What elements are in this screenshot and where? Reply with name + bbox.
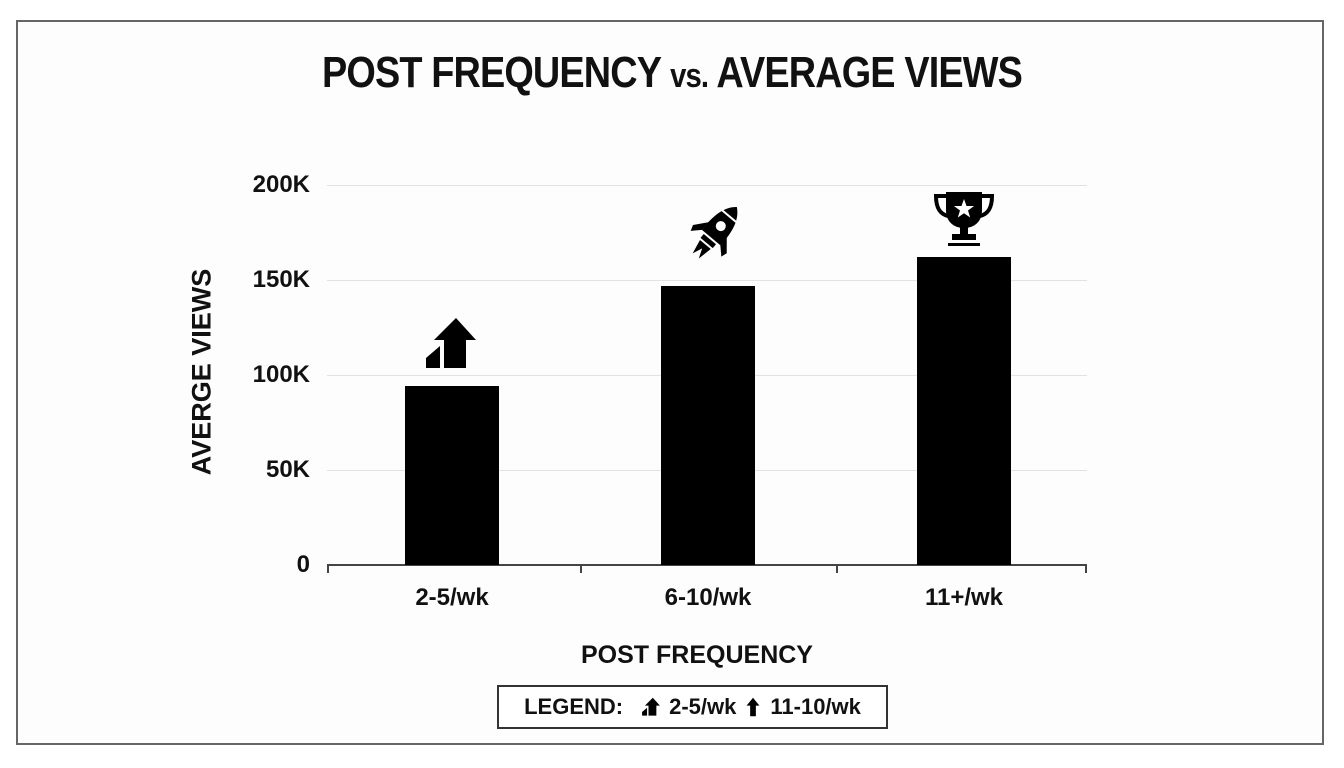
trophy-icon [933,192,995,246]
growth-arrow-icon [426,318,476,368]
x-tick-mark [836,564,838,573]
y-tick-label: 150K [252,266,310,293]
title-left: POST FREQUENCY [322,48,661,97]
x-axis-label: POST FREQUENCY [581,641,813,669]
x-tick-label: 6-10/wk [664,584,752,611]
x-tick-mark [327,564,329,573]
y-axis-label: AVERGE VIEWS [186,268,217,476]
x-tick-mark [1085,564,1087,573]
rocket-icon [690,206,738,259]
x-axis-line [327,564,1087,566]
legend-item-text: 2-5/wk [669,694,737,719]
legend-item-text: 11-10/wk [770,694,861,719]
x-tick-mark [580,564,582,573]
title-vs: vs. [670,57,709,95]
legend: LEGEND: 2-5/wk 11-10/wk [497,685,888,729]
chart-title: POST FREQUENCY vs. AVERAGE VIEWS [94,48,1250,98]
bar-11-wk [917,257,1011,565]
bar-6-10-wk [661,285,755,565]
x-tick-label: 11+/wk [924,584,1004,611]
y-tick-label: 200K [252,171,310,198]
y-tick-label: 0 [296,551,310,578]
title-right: AVERAGE VIEWS [716,48,1022,97]
gridline [327,280,1087,281]
legend-label: LEGEND: [524,694,624,719]
y-tick-label: 50K [265,456,310,483]
gridline [327,185,1087,186]
up-arrow-icon [746,697,760,717]
y-tick-label: 100K [252,361,310,388]
x-tick-label: 2-5/wk [415,584,489,611]
growth-arrow-icon [642,697,661,716]
bar-2-5-wk [405,386,499,565]
